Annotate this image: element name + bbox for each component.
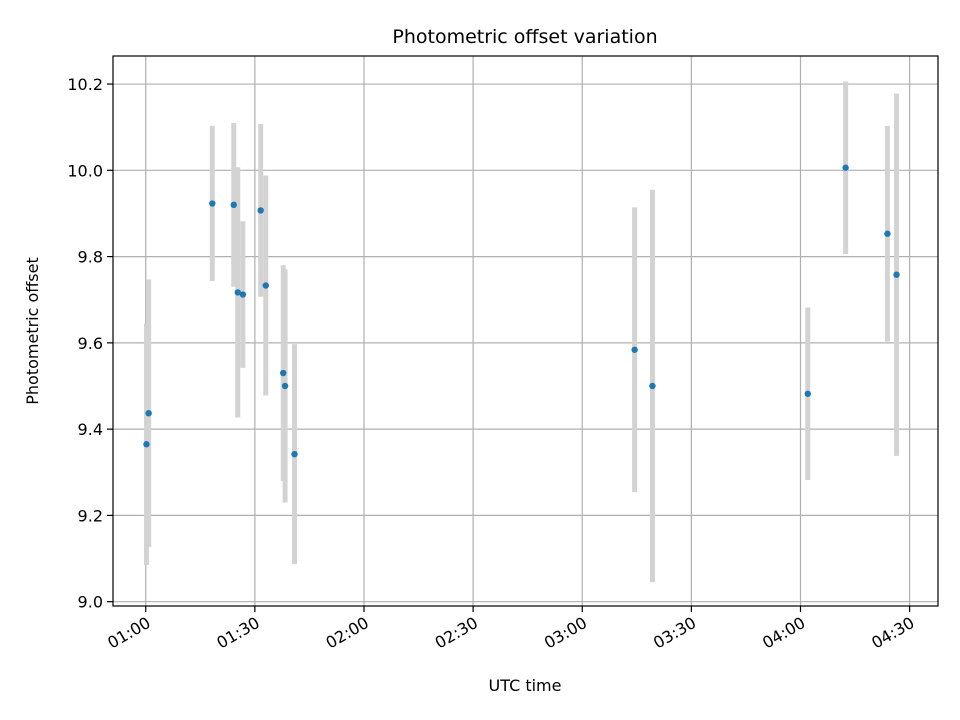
data-point (842, 164, 849, 171)
y-axis-label: Photometric offset (23, 257, 42, 405)
data-point (239, 291, 247, 298)
data-point (257, 207, 264, 214)
data-point (631, 346, 638, 353)
data-point (281, 382, 289, 390)
grid-lines (113, 56, 938, 606)
y-tick-label: 10.2 (67, 75, 103, 94)
y-tick-label: 9.0 (78, 593, 103, 612)
x-axis-label: UTC time (489, 676, 562, 695)
y-tick-label: 9.6 (78, 334, 103, 353)
chart-title: Photometric offset variation (392, 26, 657, 48)
y-axis-ticks: 9.0 9.2 9.4 9.6 9.8 10.0 10.2 (67, 75, 113, 612)
data-point (280, 369, 287, 377)
data-point (804, 390, 811, 397)
data-point (234, 289, 241, 296)
data-point (893, 271, 900, 278)
data-point (230, 201, 237, 209)
data-point (884, 230, 891, 237)
y-tick-label: 9.4 (78, 420, 103, 439)
data-point (143, 441, 150, 448)
y-tick-label: 9.2 (78, 506, 103, 525)
data-point (291, 450, 298, 458)
data-point (649, 382, 656, 390)
data-points (143, 164, 900, 458)
y-tick-label: 9.8 (78, 248, 103, 267)
data-point (262, 282, 269, 289)
data-point (145, 409, 152, 417)
plot-frame (112, 55, 939, 607)
data-point (209, 200, 216, 207)
y-tick-label: 10.0 (67, 161, 103, 180)
